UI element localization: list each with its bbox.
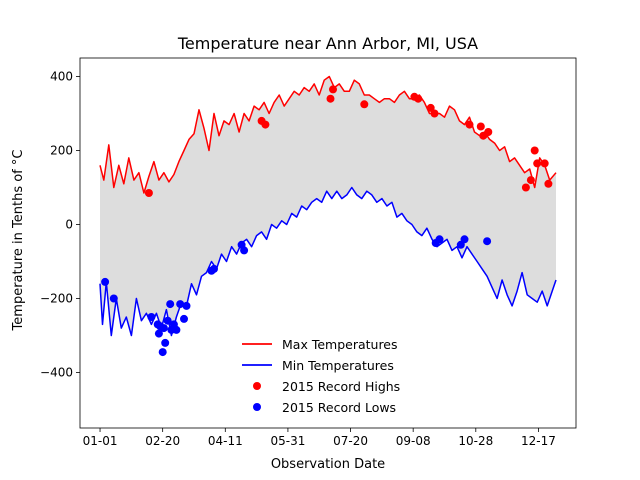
record-low-point xyxy=(101,277,110,286)
record-high-point xyxy=(414,94,423,103)
record-low-point xyxy=(159,324,168,333)
legend-entry-label: Max Temperatures xyxy=(282,337,398,352)
x-tick-label: 05-31 xyxy=(270,434,305,448)
record-high-point xyxy=(465,120,474,129)
record-high-point xyxy=(326,94,335,103)
record-low-point xyxy=(240,246,249,255)
record-low-point xyxy=(158,348,167,357)
chart-title: Temperature near Ann Arbor, MI, USA xyxy=(177,34,478,53)
legend-marker-swatch xyxy=(253,403,261,411)
legend-entry-label: 2015 Record Highs xyxy=(282,379,400,394)
record-high-point xyxy=(526,176,535,185)
x-tick-label: 04-11 xyxy=(208,434,243,448)
record-high-point xyxy=(426,103,435,112)
y-tick-label: 0 xyxy=(65,218,73,232)
record-high-point xyxy=(476,122,485,131)
y-axis-label: Temperature in Tenths of °C xyxy=(11,150,26,332)
record-high-point xyxy=(430,109,439,118)
record-low-point xyxy=(154,329,163,338)
legend-entry-label: 2015 Record Lows xyxy=(282,400,396,415)
x-tick-label: 12-17 xyxy=(521,434,556,448)
x-axis-label: Observation Date xyxy=(271,457,385,472)
max-temperature-line xyxy=(99,75,557,194)
record-high-point xyxy=(329,85,337,94)
legend-marker-swatch xyxy=(253,382,261,390)
record-low-point xyxy=(182,301,191,310)
record-high-point xyxy=(544,179,553,188)
record-low-point xyxy=(460,235,469,244)
y-tick-label: 400 xyxy=(50,70,73,84)
record-high-point xyxy=(533,159,542,168)
y-tick-label: −400 xyxy=(40,366,73,380)
record-low-point xyxy=(176,300,185,309)
record-low-point xyxy=(147,313,156,321)
record-low-point xyxy=(161,338,170,347)
x-tick-label: 02-20 xyxy=(145,434,180,448)
legend: Max Temperatures Min Temperatures 2015 Rec… xyxy=(242,337,400,415)
y-tick-label: 200 xyxy=(50,144,73,158)
record-low-point xyxy=(180,314,188,323)
temperature-range-fill xyxy=(100,76,556,336)
y-tick-label: −200 xyxy=(40,292,73,306)
x-tick-label: 09-08 xyxy=(396,434,431,448)
record-low-point xyxy=(172,325,181,334)
record-high-point xyxy=(261,120,270,129)
x-tick-label: 07-20 xyxy=(333,434,368,448)
x-tick-label: 10-28 xyxy=(458,434,493,448)
record-low-point xyxy=(483,237,492,246)
record-high-point xyxy=(144,189,153,197)
plot-area: 01-01 02-20 04-11 05-31 07-20 09-08 10-28 12-17… xyxy=(40,57,577,448)
record-low-point xyxy=(109,294,118,303)
axes-frame xyxy=(79,57,577,429)
record-low-point xyxy=(210,264,218,273)
record-high-point xyxy=(540,159,549,168)
record-low-point xyxy=(166,300,175,309)
record-high-point xyxy=(484,128,493,136)
record-high-point xyxy=(530,146,539,155)
record-low-point xyxy=(435,235,444,244)
record-high-point xyxy=(521,183,530,192)
x-tick-label: 01-01 xyxy=(83,434,118,448)
record-low-point xyxy=(163,316,172,325)
legend-entry-label: Min Temperatures xyxy=(282,358,394,373)
record-high-point xyxy=(360,100,369,109)
